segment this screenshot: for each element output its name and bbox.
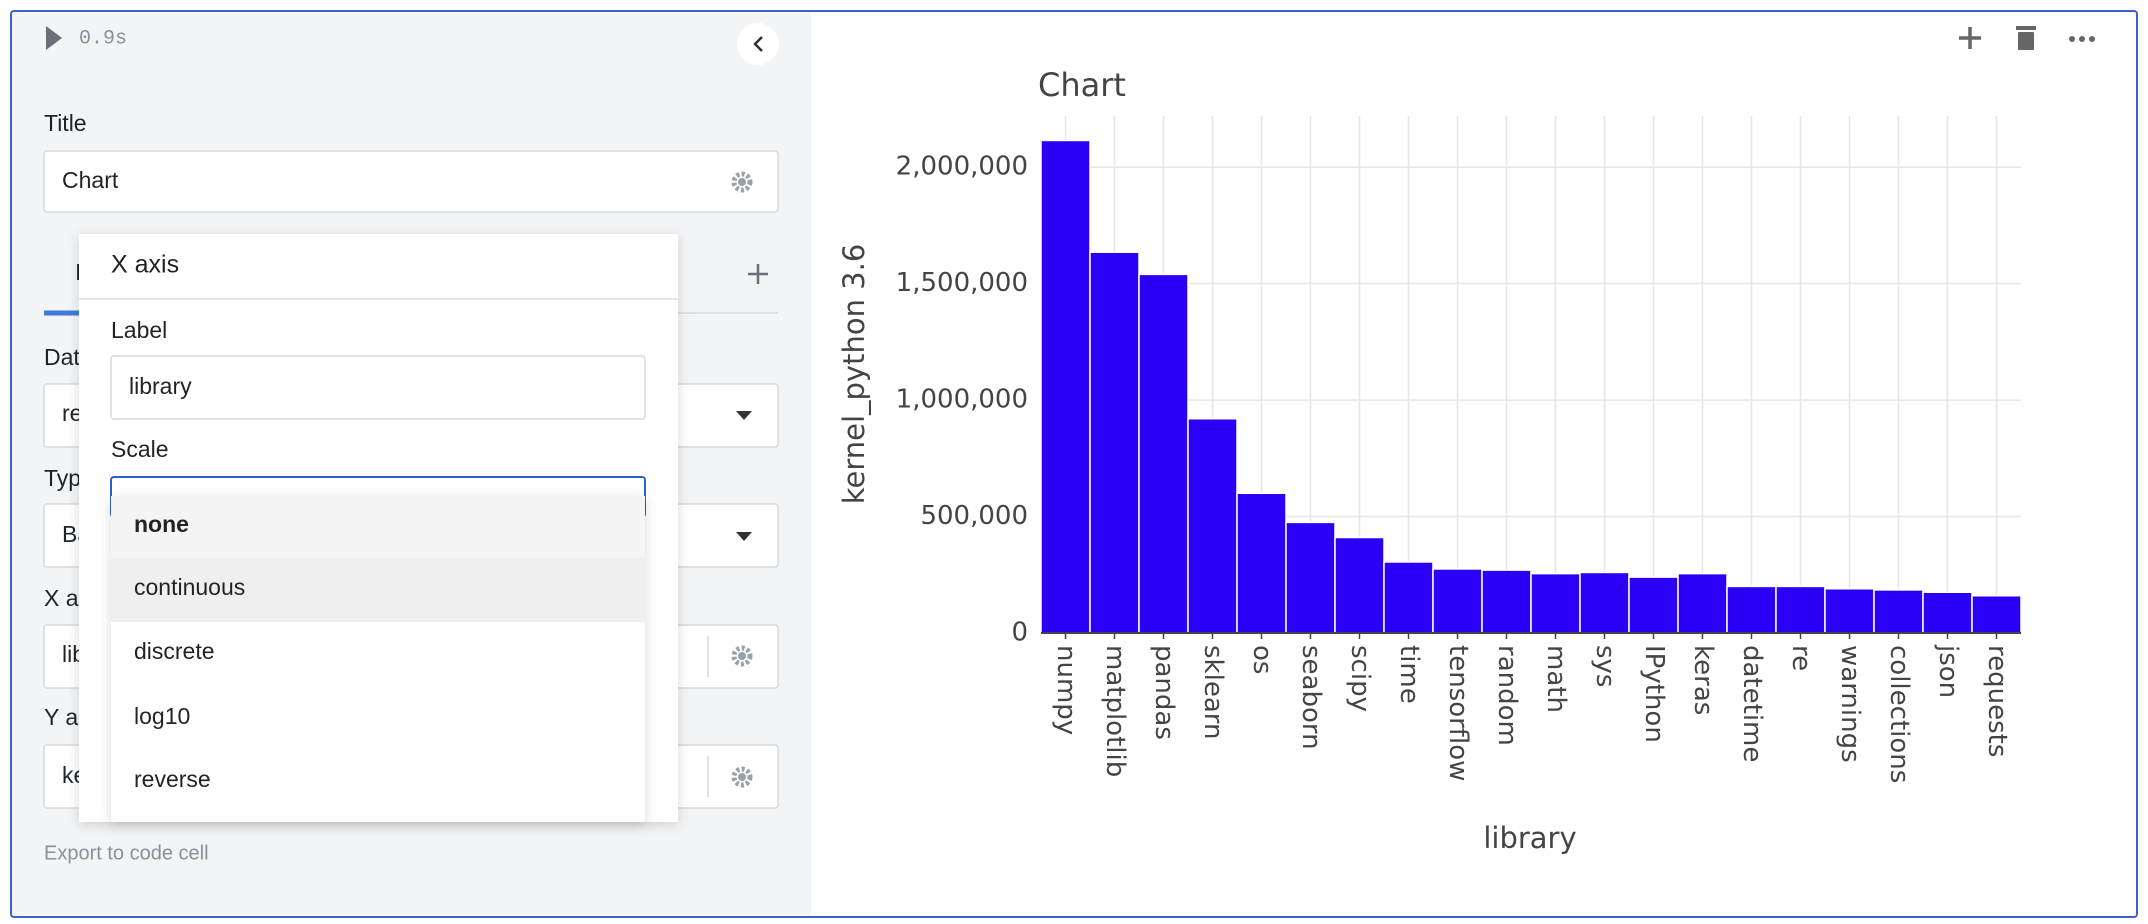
scale-option[interactable]: discrete	[134, 638, 215, 664]
scale-option[interactable]: reverse	[134, 766, 211, 792]
collapse-icon	[753, 36, 763, 52]
select-value: re	[62, 400, 82, 426]
y-axis-title: kernel_python 3.6	[837, 244, 871, 505]
x-tick-label: random	[1492, 645, 1522, 746]
field-label: X a	[44, 585, 79, 611]
delete-button[interactable]	[2016, 26, 2036, 50]
x-tick-label: matplotlib	[1100, 645, 1130, 777]
settings-icon-center	[738, 178, 746, 186]
bar	[1824, 588, 1875, 634]
dropdown-caret	[736, 532, 752, 541]
field-label: Title	[44, 110, 87, 136]
x-tick-label: sklearn	[1198, 645, 1228, 739]
y-tick-label: 1,500,000	[896, 268, 1028, 298]
scale-option[interactable]: log10	[134, 703, 190, 729]
x-tick-label: math	[1541, 645, 1571, 713]
scale-option[interactable]: none	[134, 511, 189, 537]
bar	[1138, 273, 1189, 634]
bar	[1775, 585, 1826, 634]
run-time: 0.9s	[79, 27, 127, 50]
settings-icon[interactable]	[731, 645, 753, 667]
y-tick-label: 2,000,000	[896, 152, 1028, 182]
x-tick-label: os	[1247, 645, 1277, 674]
settings-icon[interactable]	[731, 766, 753, 788]
x-tick-label: time	[1394, 645, 1424, 704]
x-tick-label: tensorflow	[1443, 645, 1473, 781]
bar	[1530, 572, 1581, 634]
y-tick-label: 1,000,000	[896, 385, 1028, 415]
trash-body	[2018, 32, 2034, 50]
selected-option-bg	[111, 496, 645, 558]
dot	[2089, 36, 2095, 42]
x-tick-label: requests	[1982, 645, 2012, 757]
bar	[1089, 251, 1140, 634]
bar	[1873, 589, 1924, 634]
bar	[1383, 561, 1434, 634]
y-tick-label: 500,000	[920, 501, 1028, 531]
trash-lid	[2016, 26, 2036, 30]
dot	[2079, 36, 2085, 42]
bar	[1922, 591, 1973, 634]
bar	[1040, 139, 1091, 634]
hover-option-bg	[111, 558, 645, 622]
scale-option[interactable]: continuous	[134, 574, 245, 600]
dropdown-caret	[736, 411, 752, 420]
x-tick-label: IPython	[1639, 645, 1669, 743]
field-label: Label	[111, 317, 167, 343]
more-button[interactable]	[2069, 36, 2095, 42]
x-tick-label: sys	[1590, 645, 1620, 687]
settings-icon-center	[738, 773, 746, 781]
tab-label[interactable]: I	[75, 259, 81, 285]
plot-area: 0 500,000 1,000,000 1,500,000 2,000,000 numpy…	[896, 116, 2022, 783]
bar	[1285, 521, 1336, 634]
x-tick-label: seaborn	[1296, 645, 1326, 750]
input-value: library	[129, 373, 192, 399]
x-axis-title: library	[1483, 821, 1576, 855]
run-button[interactable]	[46, 26, 62, 50]
input-value: Chart	[62, 167, 119, 193]
export-link[interactable]: Export to code cell	[44, 842, 209, 864]
bar	[1334, 536, 1385, 634]
bar	[1432, 568, 1483, 634]
x-tick-label: keras	[1688, 645, 1718, 715]
bar	[1971, 594, 2022, 634]
popup-heading: X axis	[111, 251, 179, 279]
x-tick-label: datetime	[1737, 645, 1767, 762]
cell-border	[10, 10, 2138, 918]
y-tick-label: 0	[1011, 618, 1028, 648]
field-label: Typ	[44, 465, 81, 491]
collapse-button[interactable]	[737, 23, 779, 65]
bar	[1726, 585, 1777, 634]
field-label: Scale	[111, 436, 169, 462]
x-tick-label: json	[1933, 644, 1963, 698]
x-tick-label: pandas	[1149, 645, 1179, 740]
bar	[1677, 572, 1728, 634]
chart-title: Chart	[1038, 66, 1126, 104]
x-tick-label: scipy	[1345, 645, 1375, 712]
bar	[1187, 417, 1238, 634]
x-tick-label: re	[1786, 645, 1816, 671]
label-input[interactable]	[110, 355, 646, 420]
settings-icon[interactable]	[731, 171, 753, 193]
x-tick-label: numpy	[1051, 645, 1081, 735]
x-tick-label: collections	[1884, 645, 1914, 783]
bar	[1579, 571, 1630, 634]
bar	[1628, 576, 1679, 634]
add-tab-button[interactable]	[748, 264, 768, 284]
field-label: Dat	[44, 344, 80, 370]
add-button[interactable]	[1959, 27, 1981, 49]
field-label: Y a	[44, 704, 78, 730]
title-input[interactable]	[43, 150, 779, 213]
dot	[2069, 36, 2075, 42]
bar	[1236, 492, 1287, 634]
x-tick-label: warnings	[1835, 645, 1865, 763]
settings-icon-center	[738, 652, 746, 660]
bar	[1481, 569, 1532, 634]
